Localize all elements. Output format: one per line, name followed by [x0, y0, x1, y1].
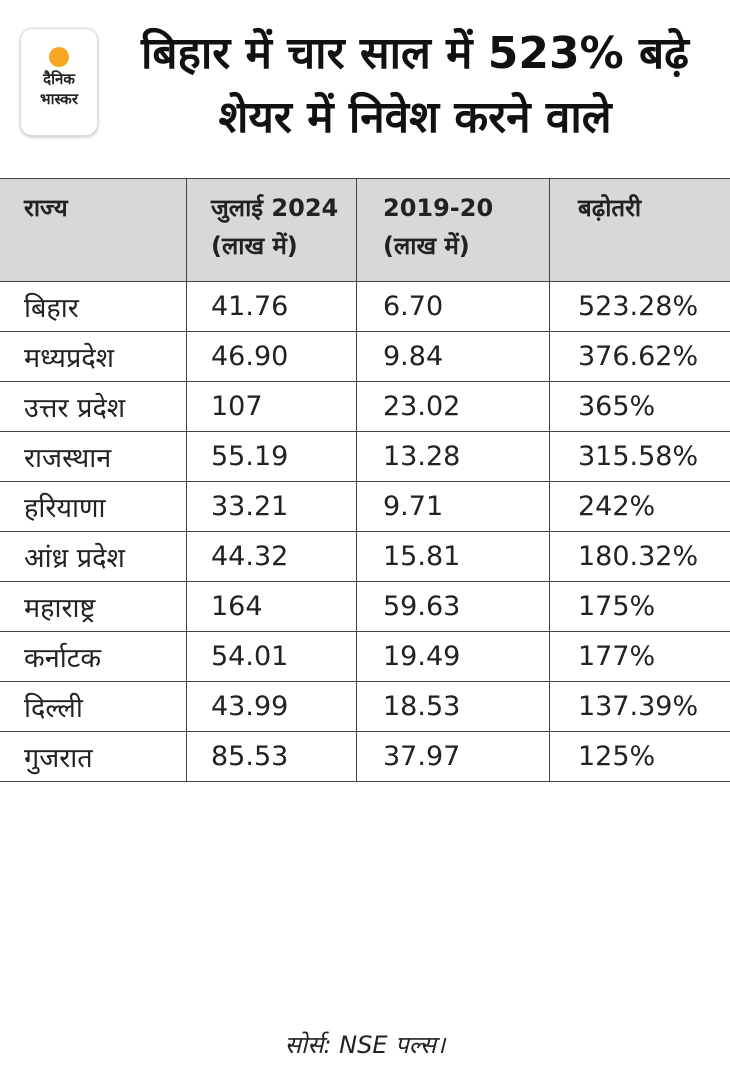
table-cell: आंध्र प्रदेश [0, 531, 187, 582]
table-cell: 242% [549, 481, 730, 532]
table-cell: 85.53 [186, 731, 357, 782]
table-cell: 41.76 [186, 281, 357, 332]
table-cell: मध्यप्रदेश [0, 331, 187, 382]
table-cell: 9.84 [356, 331, 550, 382]
table-cell: 177% [549, 631, 730, 682]
table-row: कर्नाटक 54.01 19.49 177% [0, 631, 730, 682]
table-cell: 55.19 [186, 431, 357, 482]
table-row: बिहार 41.76 6.70 523.28% [0, 281, 730, 332]
column-header: बढ़ोतरी [549, 178, 730, 282]
table-cell: 37.97 [356, 731, 550, 782]
table-cell: 19.49 [356, 631, 550, 682]
table-row: उत्तर प्रदेश 107 23.02 365% [0, 381, 730, 432]
table-cell: 9.71 [356, 481, 550, 532]
table-cell: 175% [549, 581, 730, 632]
column-header-line2: (लाख में) [383, 232, 470, 260]
column-header-line2: (लाख में) [211, 232, 298, 260]
table-cell: 107 [186, 381, 357, 432]
column-header: 2019-20 (लाख में) [356, 178, 550, 282]
data-table: राज्य जुलाई 2024 (लाख में) 2019-20 (लाख में)… [0, 178, 730, 782]
table-cell: 18.53 [356, 681, 550, 732]
table-cell: 315.58% [549, 431, 730, 482]
table-cell: महाराष्ट्र [0, 581, 187, 632]
source-note: सोर्स: NSE पल्स। [284, 1031, 446, 1059]
table-cell: 15.81 [356, 531, 550, 582]
table-cell: 54.01 [186, 631, 357, 682]
table-cell: 33.21 [186, 481, 357, 532]
table-header-row: राज्य जुलाई 2024 (लाख में) 2019-20 (लाख में)… [0, 178, 730, 282]
table-cell: गुजरात [0, 731, 187, 782]
page-title: बिहार में चार साल में 523% बढ़े शेयर में… [141, 28, 689, 143]
table-cell: राजस्थान [0, 431, 187, 482]
table-cell: 180.32% [549, 531, 730, 582]
table-cell: हरियाणा [0, 481, 187, 532]
table-cell: 365% [549, 381, 730, 432]
column-header-line1: राज्य [24, 194, 68, 222]
table-cell: 376.62% [549, 331, 730, 382]
table-cell: 46.90 [186, 331, 357, 382]
table-cell: 23.02 [356, 381, 550, 432]
table-cell: 44.32 [186, 531, 357, 582]
table-row: मध्यप्रदेश 46.90 9.84 376.62% [0, 331, 730, 382]
logo-text-line1: दैनिक [43, 70, 75, 88]
table-cell: 523.28% [549, 281, 730, 332]
table-cell: 125% [549, 731, 730, 782]
logo-text-line2: भास्कर [40, 90, 78, 108]
dainik-bhaskar-logo: दैनिक भास्कर [20, 28, 98, 136]
table-row: दिल्ली 43.99 18.53 137.39% [0, 681, 730, 732]
table-row: आंध्र प्रदेश 44.32 15.81 180.32% [0, 531, 730, 582]
table-cell: 137.39% [549, 681, 730, 732]
column-header-line1: 2019-20 [383, 194, 494, 222]
table-cell: 13.28 [356, 431, 550, 482]
table-row: महाराष्ट्र 164 59.63 175% [0, 581, 730, 632]
table-row: गुजरात 85.53 37.97 125% [0, 731, 730, 782]
table-cell: 164 [186, 581, 357, 632]
sun-icon [49, 47, 69, 67]
table-cell: 43.99 [186, 681, 357, 732]
table-cell: 6.70 [356, 281, 550, 332]
table-cell: कर्नाटक [0, 631, 187, 682]
table-row: राजस्थान 55.19 13.28 315.58% [0, 431, 730, 482]
table-cell: 59.63 [356, 581, 550, 632]
column-header: जुलाई 2024 (लाख में) [186, 178, 357, 282]
table-cell: बिहार [0, 281, 187, 332]
column-header-line1: बढ़ोतरी [578, 194, 642, 222]
table-cell: दिल्ली [0, 681, 187, 732]
column-header: राज्य [0, 178, 187, 282]
table-cell: उत्तर प्रदेश [0, 381, 187, 432]
table-row: हरियाणा 33.21 9.71 242% [0, 481, 730, 532]
column-header-line1: जुलाई 2024 [211, 194, 339, 222]
